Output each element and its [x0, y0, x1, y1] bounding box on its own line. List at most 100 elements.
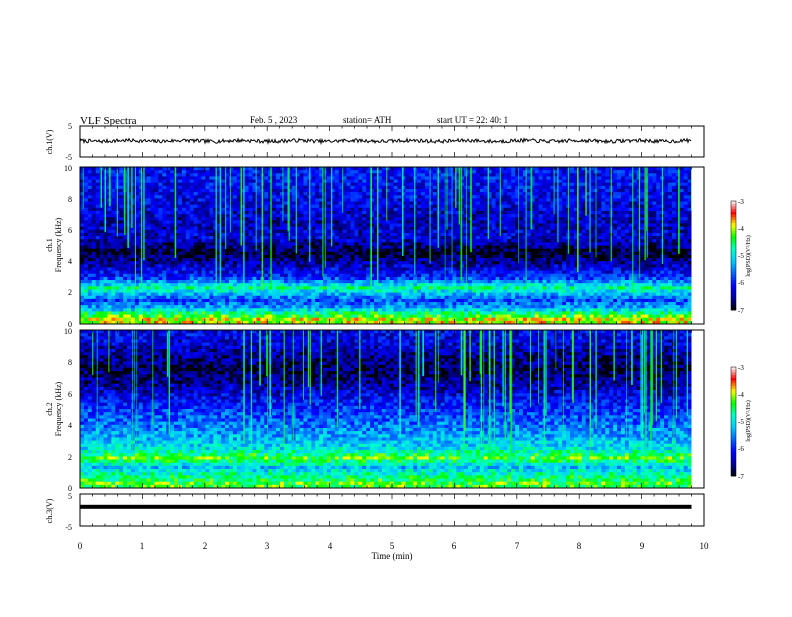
- spectrogram-cell: [644, 248, 649, 253]
- spectrogram-cell: [487, 251, 492, 256]
- spectrogram-cell: [189, 258, 195, 262]
- spectrogram-cell: [515, 185, 520, 190]
- spectrogram-cell: [370, 188, 375, 193]
- spectrogram-cell: [644, 242, 649, 246]
- spectrogram-cell: [605, 220, 610, 224]
- spectrogram-cell: [397, 226, 402, 231]
- spectrogram-cell: [581, 192, 587, 196]
- spectrogram-cell: [154, 214, 159, 218]
- spectrogram-cell: [326, 242, 332, 246]
- spectrogram-cell: [538, 248, 543, 253]
- spectrogram-cell: [276, 258, 281, 262]
- spectrogram-cell: [679, 210, 685, 215]
- spectrogram-cell: [381, 223, 387, 228]
- spectrogram-cell: [460, 185, 465, 190]
- spectrogram-cell: [452, 210, 457, 215]
- spectrogram-cell: [483, 214, 489, 218]
- spectrogram-cell: [221, 170, 226, 174]
- spectrogram-cell: [83, 192, 89, 196]
- spectrogram-cell: [283, 198, 289, 202]
- spectrogram-cell: [319, 195, 324, 199]
- spectrogram-cell: [256, 170, 261, 174]
- spectrogram-cell: [252, 258, 257, 262]
- spectrogram-cell: [668, 204, 673, 209]
- spectrogram-cell: [448, 239, 453, 243]
- spectrogram-cell: [83, 223, 89, 228]
- spectrogram-cell: [311, 176, 316, 180]
- spectrogram-cell: [362, 185, 367, 190]
- spectrogram-cell: [546, 192, 551, 196]
- spectrogram-cell: [99, 258, 104, 262]
- spectrogram-cell: [119, 232, 124, 237]
- spectrogram-cell: [377, 258, 383, 262]
- spectrogram-cell: [303, 245, 308, 250]
- spectrogram-cell: [299, 195, 304, 199]
- spectrogram-cell: [581, 264, 587, 268]
- spectrogram-cell: [374, 179, 379, 184]
- spectrogram-cell: [287, 229, 293, 234]
- spectrogram-cell: [503, 217, 508, 221]
- spectrogram-cell: [628, 179, 634, 184]
- spectrogram-cell: [405, 229, 410, 234]
- spectrogram-cell: [134, 195, 140, 199]
- spectrogram-cell: [495, 170, 500, 174]
- spectrogram-cell: [405, 182, 410, 187]
- spectrogram-cell: [174, 226, 179, 231]
- spectrogram-cell: [256, 210, 261, 215]
- spectrogram-cell: [311, 223, 316, 228]
- spectrogram-cell: [581, 251, 587, 256]
- spectrogram-cell: [628, 198, 634, 202]
- spectrogram-cell: [256, 192, 261, 196]
- spectrogram-cell: [276, 204, 281, 209]
- spectrogram-cell: [342, 192, 347, 196]
- spectrogram-cell: [656, 239, 661, 243]
- spectrogram-cell: [538, 210, 543, 215]
- spectrogram-cell: [103, 258, 108, 262]
- spectrogram-cell: [311, 201, 316, 206]
- spectrogram-cell: [276, 254, 281, 259]
- spectrogram-cell: [338, 264, 344, 268]
- spectrogram-cell: [617, 214, 622, 218]
- spectrogram-cell: [424, 176, 430, 180]
- spectrogram-cell: [181, 261, 187, 265]
- spectrogram-cell: [150, 195, 155, 199]
- spectrogram-cell: [146, 239, 151, 243]
- spectrogram-cell: [138, 258, 144, 262]
- spectrogram-cell: [632, 239, 638, 243]
- spectrogram-cell: [550, 188, 555, 193]
- spectrogram-cell: [197, 176, 202, 180]
- spectrogram-cell: [577, 195, 583, 199]
- spectrogram-cell: [244, 236, 249, 240]
- spectrogram-cell: [225, 217, 230, 221]
- spectrogram-cell: [193, 207, 198, 212]
- spectrogram-cell: [146, 248, 151, 253]
- spectrogram-cell: [134, 204, 140, 209]
- spectrogram-cell: [170, 242, 175, 246]
- spectrogram-cell: [460, 251, 465, 256]
- spectrogram-cell: [487, 242, 492, 246]
- spectrogram-cell: [217, 210, 222, 215]
- spectrogram-cell: [291, 223, 296, 228]
- spectrogram-cell: [409, 232, 414, 237]
- spectrogram-cell: [295, 195, 300, 199]
- spectrogram-cell: [624, 220, 630, 224]
- spectrogram-cell: [393, 185, 398, 190]
- spectrogram-cell: [197, 248, 202, 253]
- spectrogram-cell: [530, 251, 536, 256]
- spectrogram-cell: [326, 229, 332, 234]
- spectrogram-cell: [573, 220, 579, 224]
- spectrogram-cell: [319, 242, 324, 246]
- spectrogram-cell: [256, 242, 261, 246]
- spectrogram-cell: [236, 192, 242, 196]
- spectrogram-cell: [87, 251, 93, 256]
- spectrogram-cell: [142, 258, 148, 262]
- spectrogram-cell: [362, 232, 367, 237]
- spectrogram-cell: [362, 176, 367, 180]
- spectrogram-cell: [201, 173, 206, 177]
- spectrogram-cell: [107, 207, 112, 212]
- spectrogram-cell: [221, 173, 226, 177]
- spectrogram-cell: [409, 204, 414, 209]
- spectrogram-cell: [613, 210, 618, 215]
- spectrogram-cell: [326, 223, 332, 228]
- spectrogram-cell: [385, 192, 391, 196]
